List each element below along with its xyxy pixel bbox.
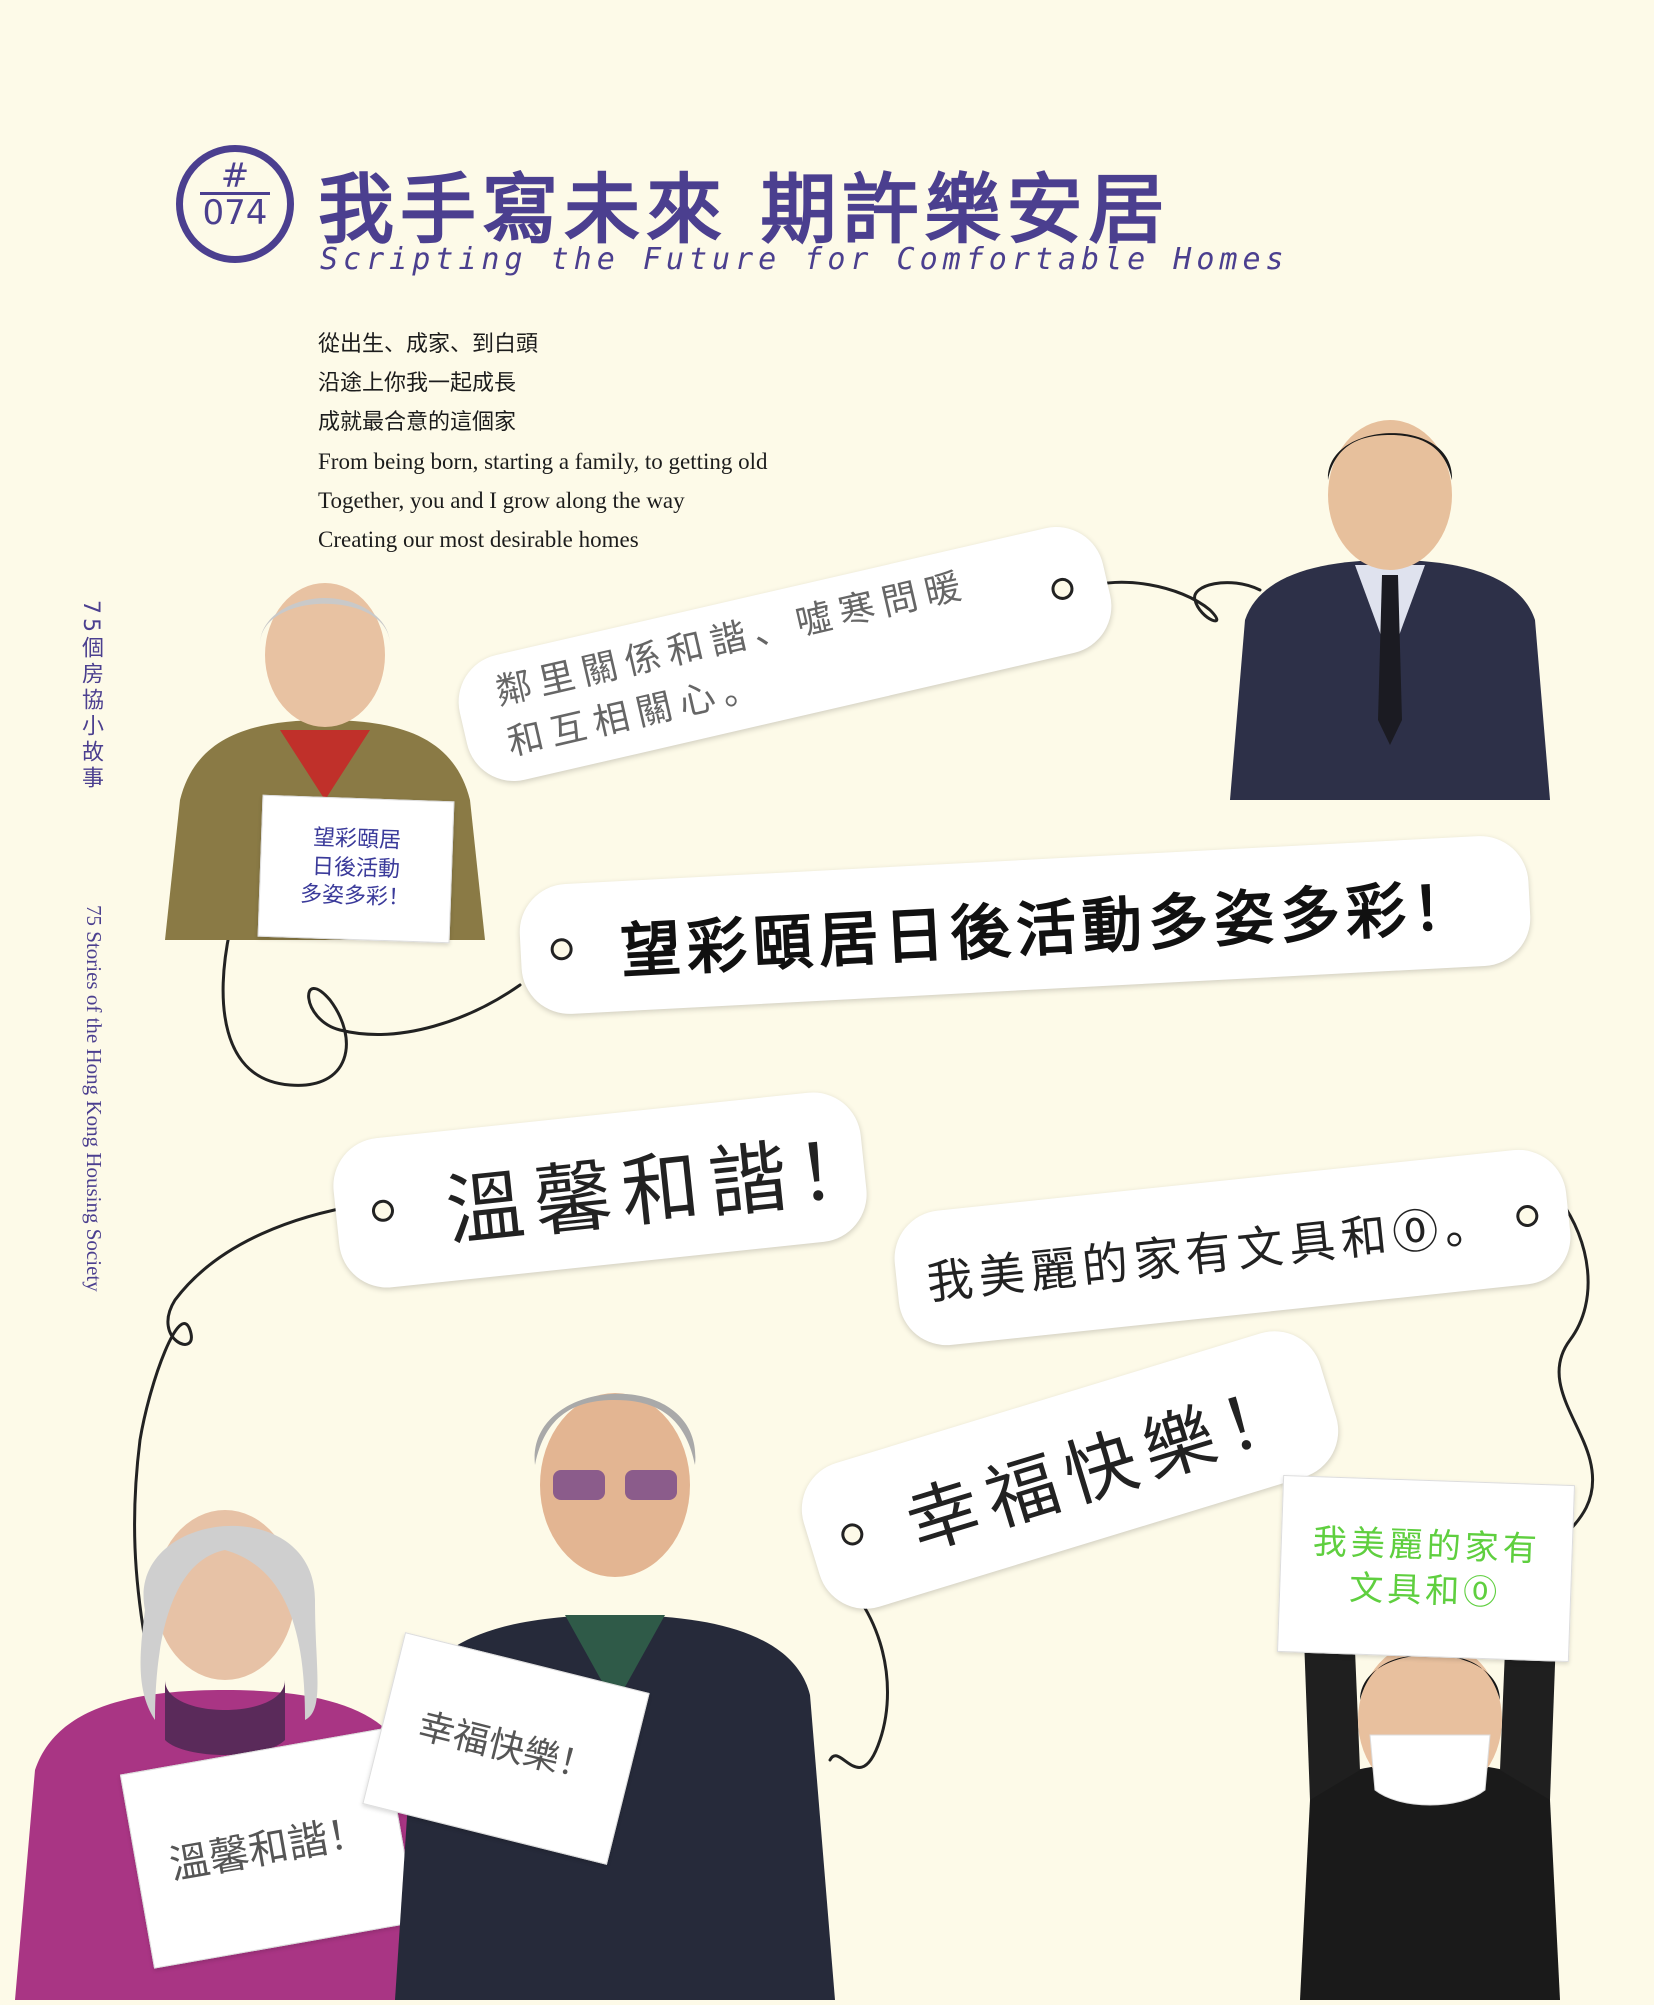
sign-woman-pink-text: 溫馨和諧！ <box>166 1808 371 1889</box>
string-elder-woman <box>221 928 522 1087</box>
tag-warm-text: 溫馨和諧！ <box>441 1122 872 1258</box>
intro-line-en-3: Creating our most desirable homes <box>318 527 639 552</box>
sign-elder-woman-line2: 日後活動 <box>311 854 401 883</box>
sign-boy-line2: 文具和⓪ <box>1348 1567 1502 1614</box>
tag-hole <box>550 937 574 961</box>
sign-boy-line1: 我美麗的家有 <box>1312 1522 1542 1571</box>
intro-text: 從出生、成家、到白頭 沿途上你我一起成長 成就最合意的這個家 From bein… <box>318 325 838 559</box>
photo-elder-man: 幸福快樂！ <box>362 1315 835 2000</box>
title-english: Scripting the Future for Comfortable Hom… <box>320 242 1289 277</box>
badge-hash: # <box>220 156 250 196</box>
young-man-figure <box>1230 420 1550 800</box>
string-warm <box>133 1203 362 1642</box>
string-beautiful <box>1557 1198 1595 1542</box>
boy-figure <box>1300 1530 1560 2000</box>
intro-line-zh-1: 從出生、成家、到白頭 <box>318 332 539 357</box>
sign-elder-woman: 望彩頤居 日後活動 多姿多彩！ <box>257 794 455 944</box>
intro-line-en-1: From being born, starting a family, to g… <box>318 449 768 474</box>
tag-hole <box>1515 1203 1540 1229</box>
tag-hope-text: 望彩頤居日後活動多姿多彩！ <box>619 871 1480 987</box>
photo-young-man <box>1230 400 1550 800</box>
photo-boy: 我美麗的家有 文具和⓪ <box>1277 1470 1580 2000</box>
side-label-chinese: 75個房協小故事 <box>78 600 103 792</box>
intro-line-en-2: Together, you and I grow along the way <box>318 488 685 513</box>
badge-number: 074 <box>200 192 270 231</box>
intro-line-zh-3: 成就最合意的這個家 <box>318 410 517 435</box>
tag-beautiful-text: 我美麗的家有文具和⓪。 <box>924 1195 1499 1310</box>
sign-elder-woman-line3: 多姿多彩！ <box>299 882 411 912</box>
photo-woman-pink: 溫馨和諧！ <box>15 1450 435 2000</box>
tag-hole <box>838 1520 867 1549</box>
side-label-english: 75 Stories of the Hong Kong Housing Soci… <box>82 905 106 1292</box>
story-number-badge: # 074 <box>176 145 294 263</box>
string-young-man <box>1083 580 1262 623</box>
sign-boy: 我美麗的家有 文具和⓪ <box>1277 1474 1575 1663</box>
title-chinese: 我手寫未來 期許樂安居 <box>318 165 1171 254</box>
photo-elder-woman: 望彩頤居 日後活動 多姿多彩！ <box>155 570 495 944</box>
intro-line-zh-2: 沿途上你我一起成長 <box>318 371 517 396</box>
tag-hole <box>370 1198 396 1223</box>
tag-hole <box>1049 575 1076 603</box>
sign-elder-man-text: 幸福快樂！ <box>413 1705 599 1790</box>
sign-elder-woman-line1: 望彩頤居 <box>312 825 402 854</box>
